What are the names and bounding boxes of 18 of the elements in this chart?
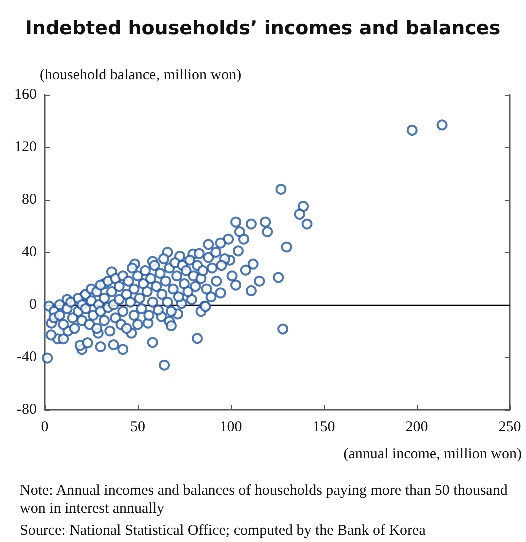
x-tick-label: 150 [312, 420, 336, 436]
y-tick-label: -40 [17, 350, 37, 366]
y-axis-title: (household balance, million won) [40, 68, 242, 84]
y-tick-label: 0 [30, 297, 37, 313]
x-tick-label: 0 [41, 420, 49, 436]
y-tick-label: 120 [14, 140, 37, 156]
y-tick-label: 40 [22, 244, 37, 260]
x-axis-title: (annual income, million won) [344, 446, 522, 462]
y-tick-label: 160 [14, 87, 37, 103]
source-note: Source: National Statistical Office; computed by the Bank of Korea [20, 523, 426, 539]
x-tick-label: 250 [498, 420, 522, 436]
x-tick-label: 100 [220, 420, 242, 436]
y-tick-label: -80 [17, 402, 37, 418]
chart-title: Indebted households’ incomes and balances [25, 18, 501, 40]
x-tick-label: 50 [130, 420, 146, 436]
text: Note: Annual incomes and balances of households paying more than 50 thousand won in interest annually [20, 483, 512, 517]
y-tick-label: 80 [22, 192, 37, 208]
x-tick-label: 200 [406, 420, 428, 436]
